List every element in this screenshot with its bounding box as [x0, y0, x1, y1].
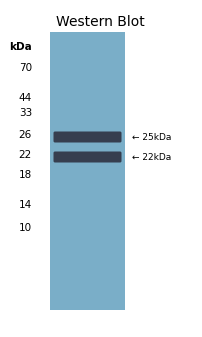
FancyBboxPatch shape [53, 131, 121, 143]
Text: 14: 14 [19, 200, 32, 210]
Text: 22: 22 [19, 150, 32, 160]
Text: kDa: kDa [9, 42, 32, 52]
Text: ← 22kDa: ← 22kDa [131, 153, 170, 161]
Text: 33: 33 [19, 108, 32, 118]
Text: ← 25kDa: ← 25kDa [131, 132, 170, 142]
Text: 70: 70 [19, 63, 32, 73]
Text: Western Blot: Western Blot [55, 15, 144, 29]
Text: 18: 18 [19, 170, 32, 180]
Text: 26: 26 [19, 130, 32, 140]
Text: 44: 44 [19, 93, 32, 103]
FancyBboxPatch shape [53, 152, 121, 162]
Bar [50, 32, 124, 310]
Text: 10: 10 [19, 223, 32, 233]
